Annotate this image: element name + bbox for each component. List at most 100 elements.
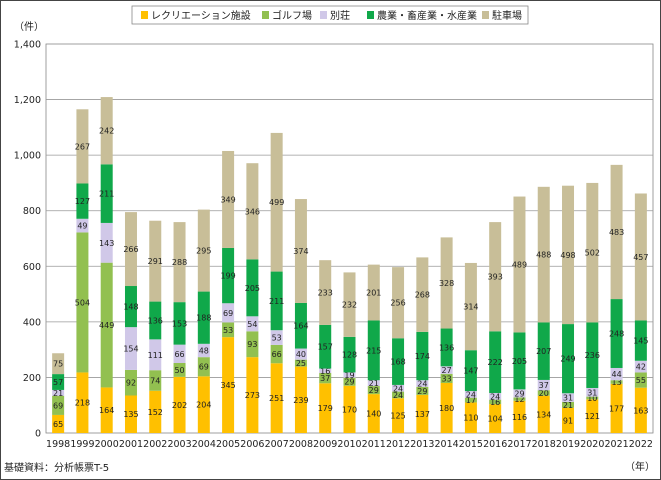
bar-segment: [513, 332, 526, 390]
bar-segment: [76, 218, 89, 233]
data-label: 201: [366, 289, 381, 298]
x-tick-label: 2017: [507, 439, 531, 450]
bar-segment: [343, 385, 356, 433]
source-note: 基礎資料：分析帳票T-5: [4, 461, 109, 474]
data-label: 349: [220, 195, 235, 204]
bar-segment: [149, 301, 162, 340]
data-label: 57: [53, 378, 63, 387]
bar-segment: [634, 320, 647, 361]
bar-segment: [634, 387, 647, 433]
x-tick-label: 1998: [46, 439, 70, 450]
bar-segment: [392, 338, 405, 385]
data-label: 218: [75, 399, 90, 408]
bar-segment: [416, 380, 429, 387]
bar-segment: [343, 336, 356, 373]
bar-segment: [440, 373, 453, 383]
bar-segment: [100, 97, 113, 165]
bar-segment: [586, 396, 599, 400]
bar-segment: [270, 330, 283, 345]
bar-segment: [610, 299, 623, 368]
legend-swatch: [482, 11, 489, 19]
data-label: 205: [245, 284, 260, 293]
data-label: 266: [123, 245, 138, 254]
data-label: 29: [514, 389, 524, 398]
data-label: 148: [123, 303, 138, 312]
bar-segment: [537, 390, 550, 396]
bar-segment: [100, 262, 113, 388]
data-label: 27: [442, 366, 452, 375]
y-axis-label: （件）: [14, 21, 44, 33]
data-label: 488: [536, 251, 551, 260]
data-label: 29: [344, 378, 354, 387]
data-label: 179: [318, 404, 333, 413]
data-label: 345: [220, 381, 235, 390]
bar-segment: [319, 368, 332, 373]
data-label: 504: [75, 298, 90, 307]
y-tick-label: 400: [23, 317, 41, 328]
data-label: 134: [536, 410, 551, 419]
legend-swatch: [367, 11, 374, 19]
bar-segment: [464, 402, 477, 433]
y-tick-label: 0: [35, 429, 41, 440]
data-label: 29: [417, 387, 427, 396]
data-label: 116: [512, 413, 527, 422]
data-label: 267: [75, 142, 90, 151]
data-label: 502: [585, 249, 600, 258]
data-label: 31: [587, 388, 597, 397]
x-tick-label: 2003: [167, 439, 191, 450]
x-tick-label: 2004: [192, 439, 216, 450]
bar-segment: [610, 164, 623, 300]
data-label: 174: [415, 352, 430, 361]
bar-segment: [270, 132, 283, 272]
data-label: 205: [512, 357, 527, 366]
bar-segment: [270, 271, 283, 331]
bar-segment: [124, 369, 137, 396]
bar-segment: [173, 376, 186, 433]
data-label: 499: [269, 198, 284, 207]
data-label: 256: [390, 299, 405, 308]
data-label: 24: [466, 390, 476, 399]
data-label: 10: [587, 394, 597, 403]
bar-segment: [464, 350, 477, 392]
data-label: 204: [196, 401, 211, 410]
bar-segment: [294, 199, 307, 303]
data-label: 20: [539, 389, 549, 398]
bar-segment: [100, 387, 113, 433]
bar-segment: [124, 286, 137, 328]
bar-segment: [634, 193, 647, 321]
bar-segment: [343, 377, 356, 386]
data-label: 135: [123, 410, 138, 419]
x-tick-label: 2021: [604, 439, 628, 450]
data-label: 273: [245, 391, 260, 400]
data-label: 13: [611, 378, 621, 387]
bar-segment: [634, 372, 647, 388]
bar-segment: [367, 320, 380, 381]
x-tick-label: 2020: [580, 439, 604, 450]
data-label: 110: [463, 414, 478, 423]
data-label: 483: [609, 228, 624, 237]
data-label: 37: [320, 374, 330, 383]
y-tick-label: 1,400: [14, 40, 41, 51]
data-label: 21: [53, 389, 63, 398]
bar-segment: [416, 386, 429, 395]
bar-segment: [586, 182, 599, 323]
bar-segment: [367, 394, 380, 433]
bar-segment: [197, 357, 210, 377]
data-label: 136: [439, 343, 454, 352]
data-label: 291: [148, 257, 163, 266]
bar-segment: [513, 400, 526, 433]
data-label: 498: [560, 251, 575, 260]
legend-label: レクリエーション施設: [151, 9, 251, 22]
data-label: 33: [442, 374, 452, 383]
bar-segment: [440, 382, 453, 433]
bar-segment: [489, 331, 502, 393]
bar-segment: [634, 360, 647, 373]
data-label: 249: [560, 355, 575, 364]
bar-segment: [537, 322, 550, 380]
data-label: 21: [369, 379, 379, 388]
data-label: 222: [488, 358, 503, 367]
bar-segment: [246, 357, 259, 433]
data-label: 242: [99, 127, 114, 136]
bar-segment: [367, 386, 380, 395]
